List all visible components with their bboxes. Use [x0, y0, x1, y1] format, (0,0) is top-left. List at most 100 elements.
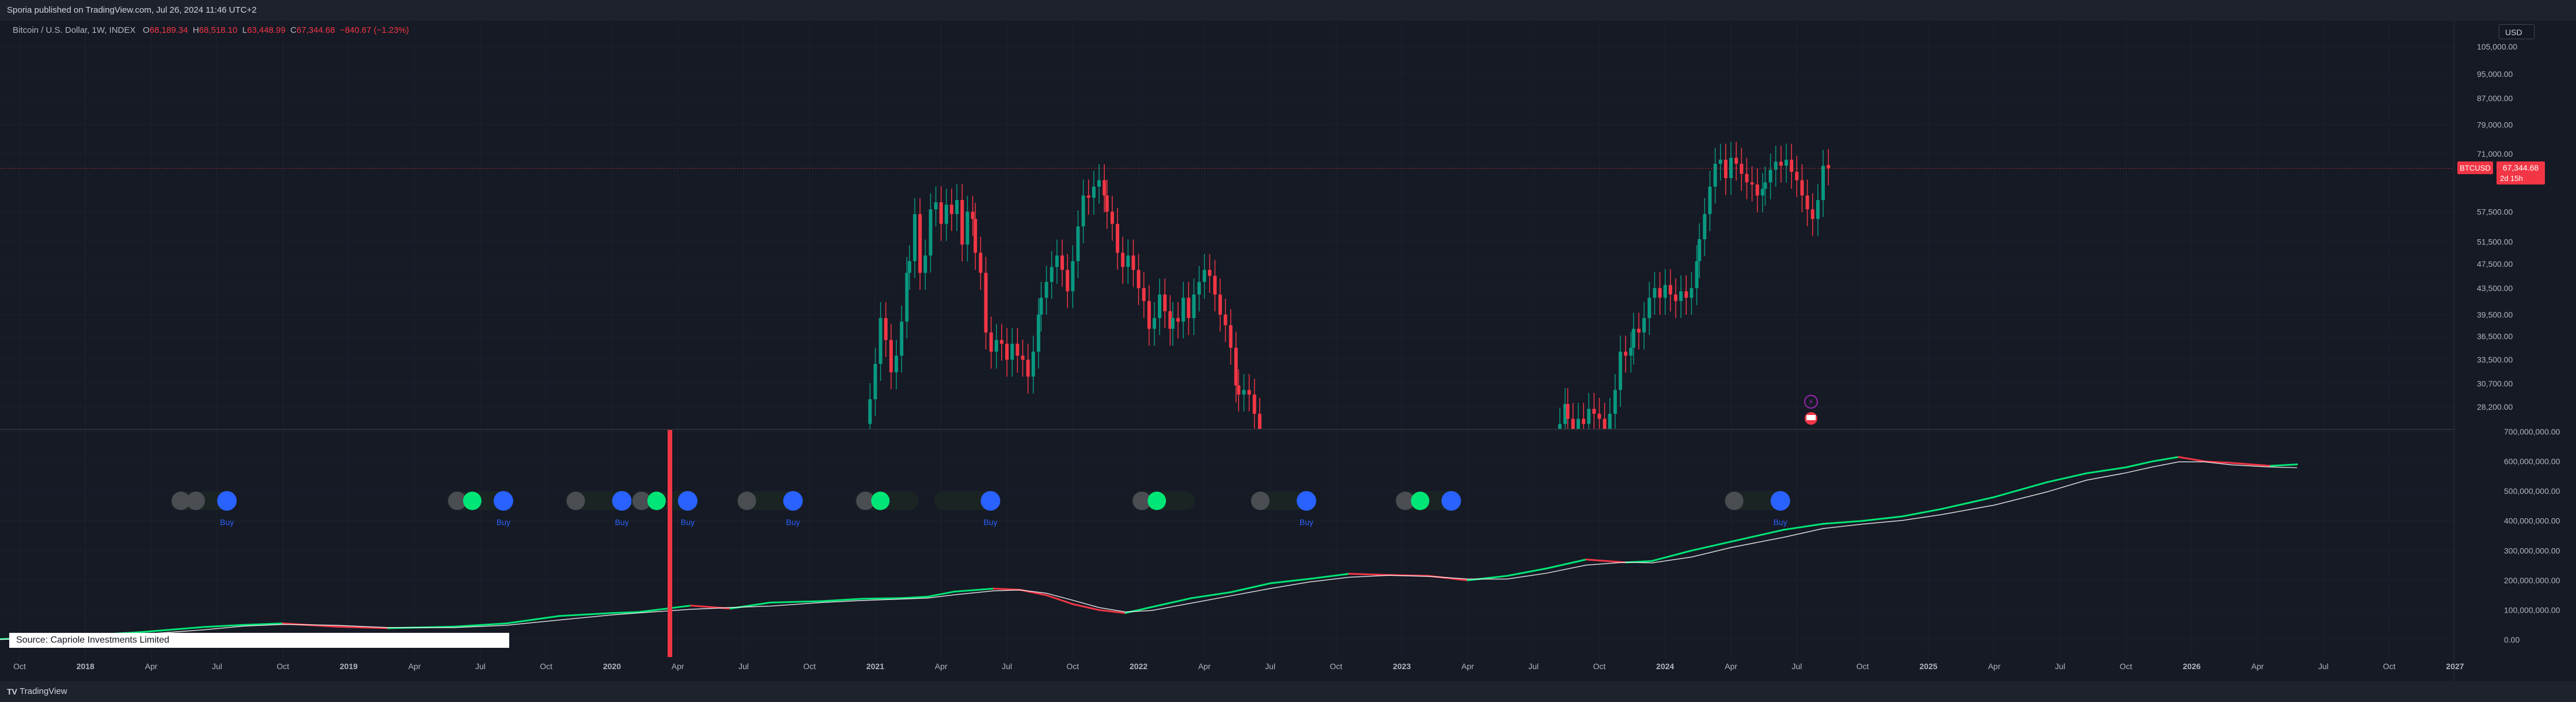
- candle-body: [1779, 161, 1783, 166]
- candle-body: [1086, 195, 1090, 198]
- candle-body: [1597, 413, 1601, 419]
- candle-body: [1810, 209, 1814, 219]
- time-tick-label: Oct: [1066, 662, 1079, 671]
- time-tick-label: Jul: [2319, 662, 2329, 671]
- signal-neutral-dot: [1396, 492, 1415, 510]
- candle-body: [989, 332, 993, 352]
- indicator-segment: [2177, 456, 2206, 463]
- candle-body: [1608, 413, 1612, 429]
- indicator-segment: [1348, 573, 1390, 576]
- price-tick-label: 28,200.00: [2477, 402, 2513, 412]
- price-tick-label: 30,700.00: [2477, 379, 2513, 388]
- candle-body: [1153, 318, 1157, 329]
- price-tick-label: 39,500.00: [2477, 310, 2513, 319]
- signal-buy-dot: [980, 491, 1001, 511]
- buy-label: Buy: [983, 518, 997, 527]
- time-tick-label: Jul: [1002, 662, 1012, 671]
- candle-body: [1234, 348, 1238, 386]
- candle-body: [1740, 164, 1744, 174]
- indicator-segment: [243, 622, 284, 626]
- close-value: 67,344.68: [296, 25, 335, 35]
- candle-body: [1218, 294, 1222, 315]
- price-tag-bg: [2497, 161, 2545, 185]
- candle-body: [1582, 418, 1586, 424]
- symbol-tag-bg: [2457, 161, 2493, 175]
- candle-body: [1695, 261, 1699, 288]
- time-tick-label: Apr: [1461, 662, 1474, 671]
- time-tick-label: Apr: [672, 662, 684, 671]
- candle-body: [1208, 270, 1212, 276]
- candle-body: [1076, 226, 1080, 262]
- change-value: −840.67 (−1.23%): [339, 25, 410, 35]
- candle-body: [1679, 291, 1683, 301]
- candle-body: [1558, 424, 1562, 429]
- indicator-segment: [2046, 472, 2088, 484]
- indicator-segment: [203, 624, 245, 628]
- candle-body: [1723, 160, 1728, 178]
- candle-body: [1587, 409, 1591, 424]
- indicator-segment: [1190, 591, 1232, 599]
- candle-body: [1237, 385, 1241, 395]
- time-tick-label: Jul: [1791, 662, 1802, 671]
- currency-selector[interactable]: USD: [2499, 24, 2535, 39]
- signal-buy-dot: [783, 491, 803, 511]
- high-label: H: [192, 25, 199, 35]
- price-tick-label: 43,500.00: [2477, 284, 2513, 293]
- event-icons[interactable]: ⚡: [1804, 395, 1818, 425]
- indicator-segment: [1822, 520, 1864, 525]
- tradingview-logo-icon[interactable]: TV: [7, 687, 17, 696]
- candle-body: [1181, 297, 1185, 322]
- indicator-segment: [1098, 609, 1127, 614]
- candle-body: [1158, 294, 1162, 318]
- time-axis-labels: Oct 2018 Apr Jul Oct 2019 Apr Jul Oct 2020 Apr Jul O…: [13, 662, 2464, 671]
- brand-name[interactable]: TradingView: [20, 686, 67, 696]
- candle-body: [1816, 200, 1820, 219]
- candle-body: [1571, 418, 1575, 429]
- candle-body: [1039, 297, 1043, 315]
- time-tick-label: 2020: [603, 662, 621, 671]
- candle-body: [1036, 314, 1040, 352]
- indicator-axis-labels: 700,000,000.00 600,000,000.00 500,000,000.…: [2504, 427, 2560, 644]
- candle-body: [929, 209, 933, 256]
- time-tick-label: Oct: [2120, 662, 2132, 671]
- symbol-title[interactable]: Bitcoin / U.S. Dollar, 1W, INDEX: [13, 25, 136, 35]
- price-tick-label: 33,500.00: [2477, 355, 2513, 364]
- candle-body: [884, 318, 888, 340]
- price-tick-label: 36,500.00: [2477, 331, 2513, 341]
- candle-body: [1092, 186, 1096, 198]
- time-tick-label: 2023: [1393, 662, 1411, 671]
- candle-body: [895, 356, 899, 372]
- candle-body: [1629, 348, 1633, 356]
- published-note: Sporia published on TradingView.com, Jul…: [7, 5, 257, 15]
- flag-stripes-icon: [1806, 415, 1816, 420]
- event-flash-icon[interactable]: [1804, 395, 1818, 409]
- signal-green-dot: [1411, 492, 1430, 510]
- price-tick-label: 95,000.00: [2477, 70, 2513, 79]
- event-marker-line: [667, 430, 672, 657]
- candle-body: [1229, 325, 1233, 348]
- candle-body: [868, 399, 872, 424]
- indicator-segment: [900, 595, 929, 599]
- time-tick-label: Jul: [2055, 662, 2065, 671]
- signal-green-dot: [463, 492, 482, 510]
- countdown-text: 2d 15h: [2500, 174, 2523, 183]
- buy-label: Buy: [220, 518, 234, 527]
- candle-body: [1044, 282, 1048, 298]
- candle-body: [1668, 285, 1672, 295]
- candle-body: [878, 318, 882, 364]
- candle-body: [1653, 288, 1657, 298]
- candle-body: [1768, 169, 1772, 183]
- chart-canvas[interactable]: Buy Buy Buy Buy Buy Buy Buy Buy 105,000.00 95,00…: [0, 21, 2576, 681]
- time-tick-label: 2027: [2446, 662, 2464, 671]
- candle-body: [1147, 301, 1151, 329]
- time-tick-label: 2018: [77, 662, 94, 671]
- candle-body: [1031, 352, 1035, 377]
- buy-label: Buy: [615, 518, 629, 527]
- indicator-segment: [1585, 558, 1627, 564]
- candle-body: [1729, 157, 1733, 178]
- indicator-tick-label: 600,000,000.00: [2504, 457, 2560, 466]
- close-label: C: [290, 25, 297, 35]
- indicator-segment: [506, 615, 560, 625]
- candle-body: [1021, 356, 1025, 360]
- signal-buy-dot: [612, 491, 632, 511]
